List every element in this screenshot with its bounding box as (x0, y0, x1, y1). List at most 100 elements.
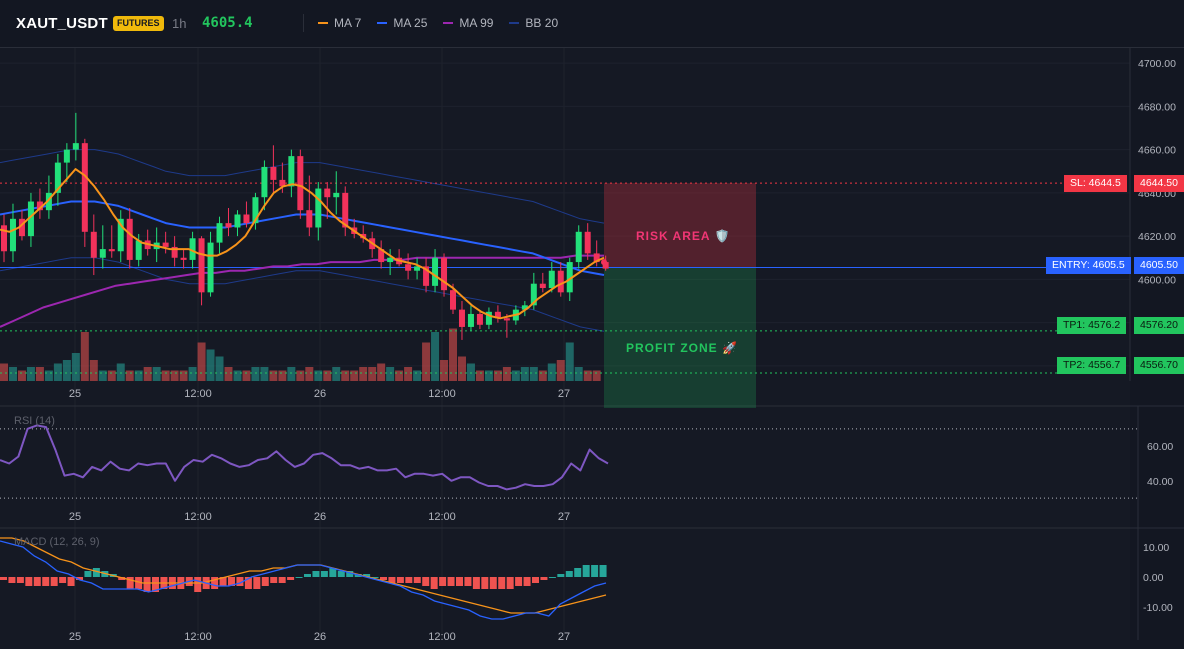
price-tick-label: 4700.00 (1138, 58, 1176, 70)
candle-body (225, 223, 232, 228)
candle-body (243, 214, 250, 224)
macd-histogram-bar (152, 577, 159, 592)
volume-bar (314, 370, 323, 381)
volume-bar (413, 370, 422, 381)
macd-histogram-bar (380, 577, 387, 580)
candle-body (234, 214, 241, 228)
time-tick-label: 26 (314, 388, 326, 400)
candle-body (126, 218, 133, 260)
ma7-swatch (318, 22, 328, 24)
macd-histogram-bar (8, 577, 16, 583)
candle-body (306, 210, 313, 228)
macd-histogram-bar (515, 577, 523, 586)
volume-bar (206, 349, 215, 381)
macd-histogram-bar (278, 577, 286, 583)
candle-body (63, 149, 70, 163)
volume-bar (287, 367, 296, 381)
macd-histogram-bar (388, 577, 396, 583)
time-tick-label: 25 (69, 511, 81, 523)
candle-body (342, 192, 349, 228)
candle-body (566, 262, 573, 293)
macd-histogram-bar (599, 565, 607, 577)
macd-histogram-bar (42, 577, 50, 586)
volume-bar (323, 370, 332, 381)
candle-body (575, 231, 582, 263)
macd-histogram-bar (557, 574, 565, 577)
legend-bb20[interactable]: BB 20 (509, 16, 558, 30)
volume-bar (278, 370, 287, 381)
macd-histogram-bar (244, 577, 252, 589)
macd-histogram-bar (591, 565, 599, 577)
legend-ma99[interactable]: MA 99 (443, 16, 493, 30)
candle-body (171, 246, 178, 258)
time-tick-label: 27 (558, 388, 570, 400)
price-tick-label: 4620.00 (1138, 231, 1176, 243)
candle-body (279, 179, 286, 187)
volume-bar (520, 367, 529, 381)
volume-bar (107, 370, 116, 381)
macd-histogram-bar (76, 577, 83, 580)
macd-histogram-bar (25, 577, 33, 586)
candle-body (108, 249, 115, 252)
volume-bar (493, 370, 502, 381)
tp1-tag: TP1: 4576.2 (1057, 317, 1127, 334)
tp1-price-tag: 4576.20 (1134, 317, 1184, 334)
volume-bar (547, 363, 556, 381)
volume-bar (350, 370, 359, 381)
volume-bar (53, 363, 62, 381)
candle-body (485, 311, 492, 325)
candle-body (252, 197, 259, 224)
candle-body (503, 318, 510, 321)
chart-header: XAUT_USDT FUTURES 1h 4605.4 MA 7 MA 25 M… (0, 0, 1184, 48)
volume-bar (98, 370, 107, 381)
volume-bar (431, 332, 440, 381)
macd-histogram-bar (126, 577, 134, 589)
volume-bar (179, 370, 188, 381)
macd-histogram-bar (236, 577, 244, 586)
macd-histogram-bar (430, 577, 438, 589)
macd-histogram-bar (270, 577, 278, 583)
macd-histogram-bar (548, 577, 556, 578)
ma99-swatch (443, 22, 454, 24)
sl-tag: SL: 4644.5 (1064, 175, 1127, 192)
macd-histogram-bar (67, 577, 75, 586)
candle-body (198, 238, 205, 293)
time-tick-label: 27 (558, 631, 570, 643)
volume-bar (161, 370, 170, 381)
macd-histogram-bar (16, 577, 24, 583)
macd-tick-label: -10.00 (1143, 602, 1173, 614)
macd-histogram-bar (228, 577, 235, 586)
macd-histogram-bar (422, 577, 430, 586)
candle-body (378, 249, 385, 263)
legend-ma7[interactable]: MA 7 (318, 16, 361, 30)
candle-body (270, 166, 277, 180)
risk-zone-label: RISK AREA 🛡️ (636, 229, 730, 243)
volume-bar (242, 370, 251, 381)
macd-histogram-bar (320, 571, 328, 577)
candle-body (414, 266, 421, 271)
symbol-name[interactable]: XAUT_USDT (16, 15, 108, 32)
volume-bar (35, 367, 44, 381)
volume-bar (538, 370, 547, 381)
macd-histogram-bar (118, 577, 126, 580)
volume-bar (404, 367, 413, 381)
candle-body (593, 253, 600, 263)
ma7-line (0, 168, 605, 320)
volume-bar (368, 367, 377, 381)
legend-ma25[interactable]: MA 25 (377, 16, 427, 30)
volume-bar (502, 367, 511, 381)
macd-histogram-bar (396, 577, 404, 583)
candle-body (405, 264, 412, 271)
candle-body (458, 309, 465, 327)
candle-body (557, 270, 564, 293)
legend-ma25-label: MA 25 (393, 16, 428, 30)
candle-body (180, 257, 187, 260)
candle-body (333, 192, 340, 198)
volume-bar (395, 370, 404, 381)
interval-label[interactable]: 1h (172, 16, 187, 31)
candle-body (432, 257, 439, 286)
volume-bar (80, 332, 89, 381)
volume-bar (484, 370, 493, 381)
time-tick-label: 26 (314, 631, 326, 643)
